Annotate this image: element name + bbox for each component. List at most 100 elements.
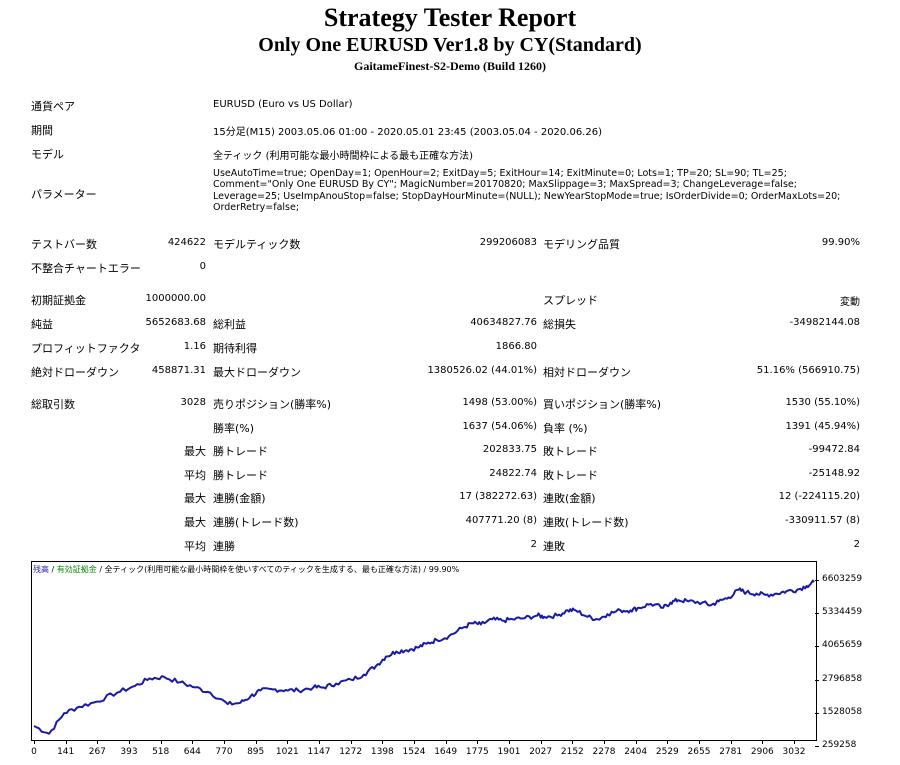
gross-loss-value: -34982144.08 <box>789 317 860 328</box>
pf-label: プロフィットファクタ <box>31 342 141 355</box>
short-value: 1498 (53.00%) <box>462 397 537 408</box>
max-loss-value: -99472.84 <box>808 444 860 455</box>
legend-sep-2: / <box>96 565 105 574</box>
deposit-label: 初期証拠金 <box>31 294 86 307</box>
balance-chart <box>31 561 817 741</box>
consec-loss-count-label: 連敗(トレード数) <box>543 516 629 529</box>
x-tick-mark <box>414 740 415 744</box>
y-tick-mark <box>815 712 819 714</box>
avg-label-2: 平均 <box>184 540 206 553</box>
x-tick-mark <box>572 740 574 744</box>
abs-dd-label: 絶対ドローダウン <box>31 366 119 379</box>
x-tick-mark <box>540 740 542 744</box>
win-pct-value: 1637 (54.06%) <box>462 421 537 432</box>
mismatch-value: 0 <box>199 261 206 272</box>
net-value: 5652683.68 <box>145 317 206 328</box>
y-tick-label: 1528058 <box>822 706 863 717</box>
y-tick-mark <box>815 646 819 648</box>
spread-label: スプレッド <box>543 294 598 307</box>
x-tick-label: 267 <box>88 747 106 757</box>
avg-consec-loss-value: 2 <box>853 539 860 550</box>
chart-legend: 残高 / 有効証拠金 / 全ティック(利用可能な最小時間枠を使いすべてのティック… <box>33 564 459 575</box>
x-tick-label: 141 <box>57 747 75 757</box>
model-label: モデル <box>31 148 64 161</box>
x-tick-label: 1901 <box>497 747 521 757</box>
y-tick-label: 2796858 <box>822 673 863 684</box>
params-label: パラメーター <box>31 188 97 201</box>
quality-value: 99.90% <box>821 237 860 248</box>
x-tick-label: 2404 <box>624 747 648 757</box>
avg-loss-value: -25148.92 <box>808 468 860 479</box>
trades-label: 総取引数 <box>31 398 75 411</box>
x-tick-label: 2529 <box>655 747 679 757</box>
balance-line <box>33 579 815 735</box>
max-label-1: 最大 <box>184 445 206 458</box>
y-tick-mark <box>815 679 819 681</box>
report-server: GaitameFinest-S2-Demo (Build 1260) <box>354 59 546 73</box>
quality-label: モデリング品質 <box>543 238 620 251</box>
deposit-value: 1000000.00 <box>145 293 206 304</box>
x-tick-label: 895 <box>247 747 265 757</box>
avg-consec-loss-label: 連敗 <box>543 540 565 553</box>
max-label-2: 最大 <box>184 492 206 505</box>
x-tick-mark <box>477 740 479 744</box>
x-tick-label: 1775 <box>465 747 489 757</box>
consec-win-money-value: 17 (382272.63) <box>459 491 537 502</box>
trades-value: 3028 <box>180 397 206 408</box>
period-label: 期間 <box>31 124 53 137</box>
y-tick-label: 6603259 <box>822 574 863 584</box>
x-tick-mark <box>34 740 35 744</box>
long-value: 1530 (55.10%) <box>785 397 860 408</box>
bars-value: 424622 <box>167 237 206 248</box>
loss-pct-value: 1391 (45.94%) <box>785 421 860 432</box>
x-tick-label: 1147 <box>307 747 331 757</box>
params-value: UseAutoTime=true; OpenDay=1; OpenHour=2;… <box>213 168 841 213</box>
x-tick-mark <box>129 740 130 744</box>
avg-consec-win-label: 連勝 <box>213 540 235 553</box>
consec-loss-money-value: 12 (-224115.20) <box>778 491 860 502</box>
max-win-label: 勝トレード <box>213 445 268 458</box>
x-tick-label: 2655 <box>687 747 711 757</box>
loss-pct-label: 負率 (%) <box>543 422 588 435</box>
x-tick-mark <box>445 740 447 744</box>
avg-loss-label: 敗トレード <box>543 469 598 482</box>
y-tick-label: 4065659 <box>822 640 863 651</box>
x-tick-mark <box>319 740 320 744</box>
pf-value: 1.16 <box>183 341 206 352</box>
bars-label: テストバー数 <box>31 238 97 251</box>
max-dd-value: 1380526.02 (44.01%) <box>427 365 537 376</box>
ticks-label: モデルティック数 <box>213 238 301 251</box>
y-tick-mark <box>815 613 819 615</box>
avg-label-1: 平均 <box>184 469 206 482</box>
report-title: Strategy Tester Report <box>323 3 577 32</box>
avg-consec-win-value: 2 <box>530 539 537 550</box>
x-tick-mark <box>287 740 289 744</box>
x-tick-label: 1524 <box>402 747 426 757</box>
x-tick-mark <box>350 740 352 744</box>
legend-balance: 残高 <box>33 565 49 574</box>
x-tick-label: 2906 <box>750 747 774 757</box>
x-tick-label: 393 <box>120 747 138 757</box>
max-win-value: 202833.75 <box>482 444 537 455</box>
x-tick-mark <box>604 740 605 744</box>
x-tick-mark <box>794 740 795 744</box>
x-tick-label: 2781 <box>719 747 743 757</box>
y-tick-mark <box>815 580 819 581</box>
gross-profit-value: 40634827.76 <box>470 317 537 328</box>
avg-win-value: 24822.74 <box>489 468 537 479</box>
short-label: 売りポジション(勝率%) <box>213 398 332 411</box>
abs-dd-value: 458871.31 <box>151 365 206 376</box>
long-label: 買いポジション(勝率%) <box>543 398 662 411</box>
x-tick-label: 0 <box>31 747 37 757</box>
expected-label: 期待利得 <box>213 342 257 355</box>
ticks-value: 299206083 <box>479 237 537 248</box>
spread-value: 変動 <box>840 297 860 308</box>
x-tick-mark <box>160 740 162 744</box>
consec-win-money-label: 連勝(金額) <box>213 492 266 505</box>
report-subtitle: Only One EURUSD Ver1.8 by CY(Standard) <box>258 34 642 56</box>
x-tick-label: 770 <box>215 747 233 757</box>
y-tick-label: 5334459 <box>822 607 863 618</box>
symbol-value: EURUSD (Euro vs US Dollar) <box>213 99 353 110</box>
symbol-label: 通貨ペア <box>31 100 75 113</box>
x-tick-mark <box>699 740 700 744</box>
